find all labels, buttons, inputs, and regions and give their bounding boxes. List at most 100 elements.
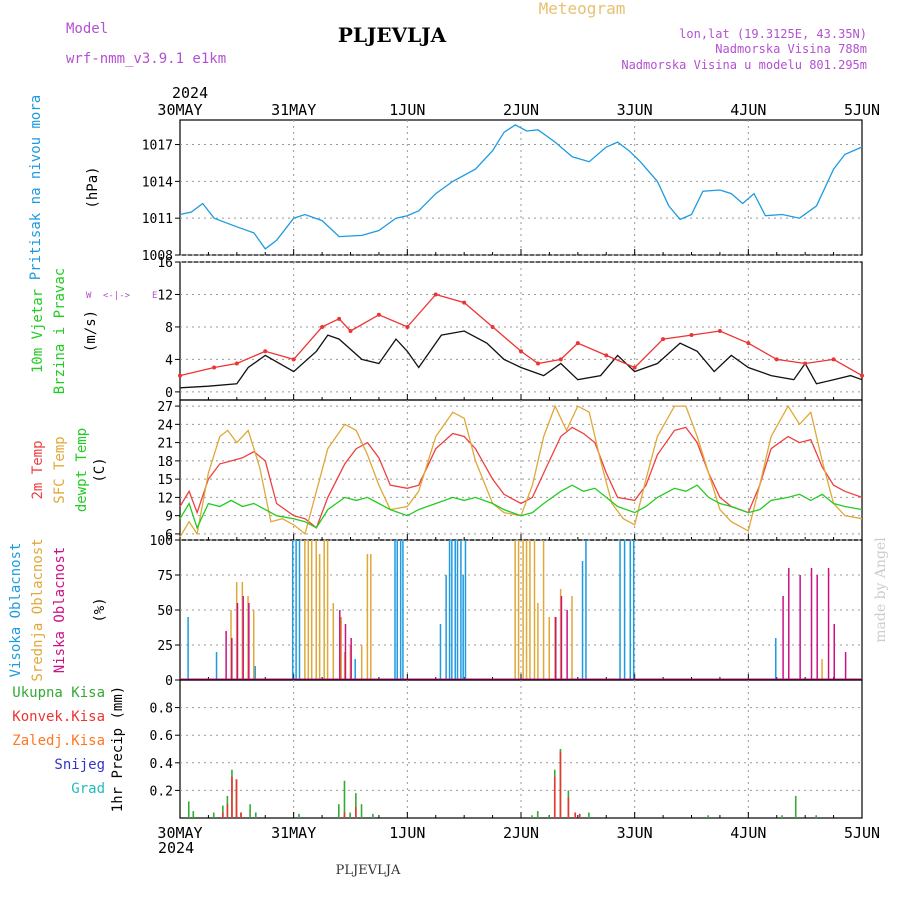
temperature-ylabel: (C) bbox=[92, 457, 108, 482]
clouds-bar bbox=[247, 596, 249, 680]
clouds-ytick-label: 25 bbox=[157, 639, 173, 654]
clouds-bar bbox=[559, 589, 562, 680]
clouds-bar bbox=[366, 554, 369, 680]
xtick-label-top: 2JUN bbox=[503, 101, 539, 119]
xtick-label-bottom: 4JUN bbox=[730, 824, 766, 842]
precipitation-bar bbox=[343, 812, 346, 818]
precipitation-bar bbox=[707, 815, 710, 818]
wind-gust-point bbox=[717, 329, 722, 333]
clouds-bar bbox=[298, 540, 301, 680]
precip-legend-label: Zaledj.Kisa bbox=[12, 733, 105, 749]
wind-gust-point bbox=[774, 357, 779, 362]
wind-gust-point bbox=[519, 349, 523, 354]
clouds-bar bbox=[816, 575, 818, 680]
wind-gust-point bbox=[234, 361, 239, 366]
wind-gust-point bbox=[178, 373, 182, 378]
pressure-ylabel: (hPa) bbox=[85, 166, 101, 208]
clouds-bar bbox=[566, 610, 568, 680]
clouds-bar bbox=[295, 540, 297, 680]
precipitation-ytick-label: 0.4 bbox=[150, 757, 174, 772]
svg-text:W: W bbox=[86, 291, 92, 301]
precipitation-bar bbox=[212, 812, 215, 818]
precipitation-bar bbox=[548, 815, 550, 818]
clouds-bar bbox=[522, 540, 524, 680]
xtick-label-bottom: 1JUN bbox=[389, 824, 425, 842]
clouds-bar bbox=[560, 596, 563, 680]
clouds-bar bbox=[448, 540, 451, 680]
wind-gust-point bbox=[575, 341, 580, 346]
xtick-label-top: 30MAY bbox=[157, 101, 202, 119]
clouds-bar bbox=[354, 659, 356, 680]
clouds-ylabel: Visoka Oblacnost bbox=[8, 543, 24, 678]
precipitation-bar bbox=[578, 813, 581, 818]
xtick-label-bottom: 3JUN bbox=[617, 824, 653, 842]
temperature-ytick-label: 6 bbox=[165, 528, 173, 543]
wind-gust-point bbox=[689, 333, 694, 338]
clouds-bar bbox=[236, 603, 239, 680]
clouds-ylabel: Srednja Oblacnost bbox=[30, 538, 46, 681]
precipitation-bar bbox=[588, 812, 590, 818]
wind-ytick-label: 12 bbox=[157, 288, 173, 303]
clouds-bar bbox=[439, 624, 442, 680]
clouds-bar bbox=[315, 540, 317, 680]
clouds-bar bbox=[187, 617, 189, 680]
precipitation-bar bbox=[222, 812, 224, 818]
clouds-bar bbox=[215, 652, 218, 680]
svg-text:<-|->: <-|-> bbox=[103, 291, 131, 301]
wind-gust-point bbox=[433, 292, 438, 297]
clouds-bar bbox=[517, 540, 520, 680]
wind-ylabel: Brzina i Pravac bbox=[52, 268, 68, 394]
clouds-bar bbox=[629, 540, 632, 680]
credit-label: made by Angel bbox=[873, 537, 889, 643]
precipitation-bar bbox=[355, 793, 357, 818]
wind-gust-point bbox=[661, 337, 666, 342]
clouds-bar bbox=[623, 540, 626, 680]
clouds-bar bbox=[632, 540, 635, 680]
clouds-bar bbox=[241, 582, 244, 680]
svg-text:E: E bbox=[152, 291, 157, 301]
precipitation-bar bbox=[343, 780, 346, 818]
wind-gust-point bbox=[320, 324, 325, 329]
year-bottom-label: 2024 bbox=[158, 839, 194, 857]
clouds-bar bbox=[343, 652, 346, 680]
precipitation-bar bbox=[240, 812, 242, 818]
model-label: Model bbox=[66, 21, 108, 37]
wind-compass-icon: W <-|-> E bbox=[86, 291, 157, 301]
clouds-bar bbox=[402, 540, 404, 680]
precip-legend-label: Konvek.Kisa bbox=[12, 709, 105, 725]
precipitation-bar bbox=[255, 812, 257, 818]
xtick-label-bottom: 30MAY bbox=[157, 824, 202, 842]
precipitation-bar bbox=[337, 804, 340, 818]
temperature-ytick-label: 15 bbox=[157, 473, 173, 488]
precipitation-bar bbox=[794, 795, 797, 818]
precipitation-bar bbox=[298, 813, 300, 818]
clouds-ytick-label: 75 bbox=[157, 569, 173, 584]
precipitation-bar bbox=[815, 815, 817, 818]
chart-panels: 1008101110141017048121669121518212427025… bbox=[142, 101, 880, 842]
precipitation-bar bbox=[567, 797, 570, 818]
pressure-series-1-line bbox=[179, 124, 863, 250]
wind-gust-point bbox=[860, 373, 864, 378]
clouds-bar bbox=[307, 540, 310, 680]
clouds-bar bbox=[349, 645, 352, 680]
wind-panel: 0 4 8 12 16 bbox=[157, 256, 864, 401]
xtick-label-bottom: 2JUN bbox=[503, 824, 539, 842]
wind-ylabel: (m/s) bbox=[83, 310, 99, 352]
clouds-bar bbox=[248, 603, 250, 680]
precipitation-bar bbox=[226, 804, 229, 818]
precipitation-ytick-label: 0.8 bbox=[150, 702, 173, 717]
precip-legend-label: Snijeg bbox=[54, 757, 105, 773]
precipitation-bar bbox=[235, 779, 238, 818]
wind-gust-point bbox=[803, 361, 808, 366]
wind-gust-point bbox=[376, 312, 381, 317]
wind-gust-point bbox=[348, 329, 353, 333]
clouds-bar bbox=[252, 610, 255, 680]
wind-gust-point bbox=[212, 365, 217, 370]
clouds-bar bbox=[304, 540, 306, 680]
xtick-label-bottom: 5JUN bbox=[844, 824, 880, 842]
temperature-ytick-label: 21 bbox=[157, 437, 173, 452]
wind-frame bbox=[179, 261, 863, 401]
temperature-ytick-label: 9 bbox=[165, 510, 173, 525]
elevation-model-label: Nadmorska Visina u modelu 801.295m bbox=[621, 58, 867, 72]
temperature-ytick-label: 12 bbox=[157, 491, 173, 506]
